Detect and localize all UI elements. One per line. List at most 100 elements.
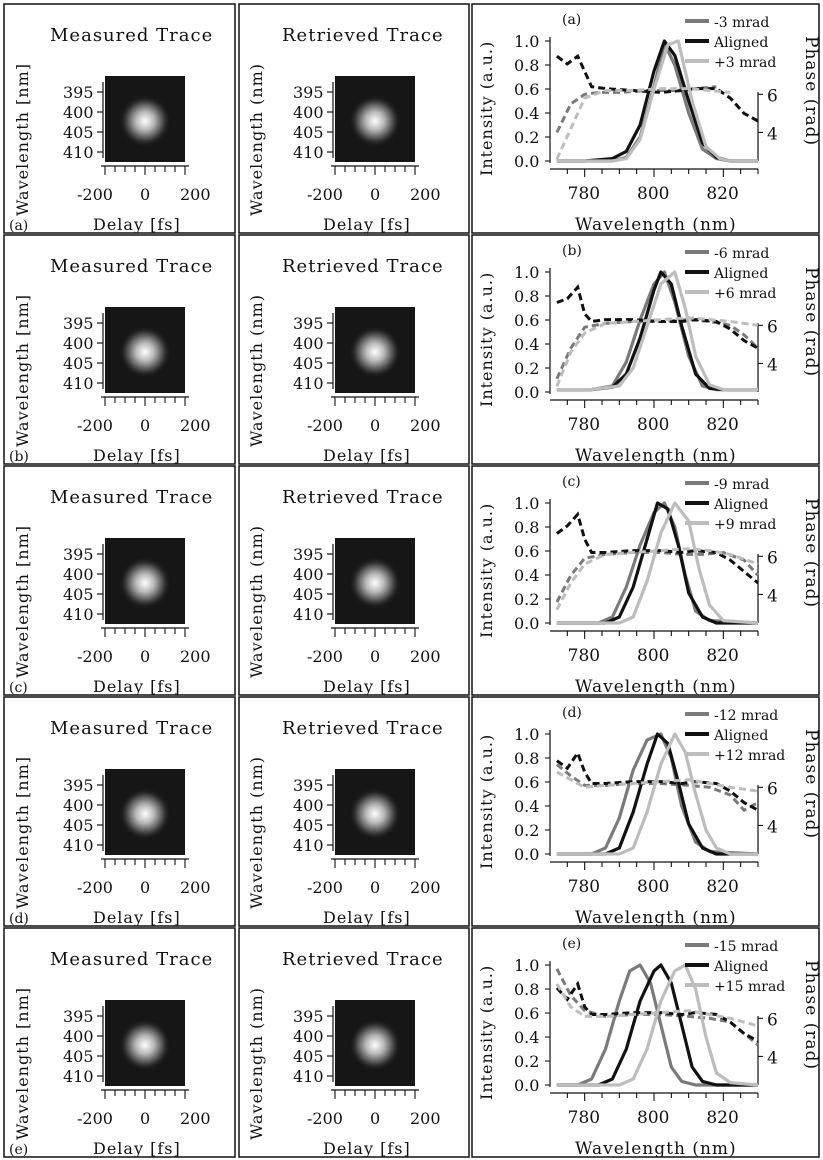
intensity-line-minus bbox=[556, 963, 758, 1087]
trace-x-label: Delay [fs] bbox=[323, 1139, 411, 1158]
intensity-line-aligned bbox=[556, 732, 758, 856]
panel-frame bbox=[238, 3, 470, 234]
trace-y-label: Wavelength [nm] bbox=[13, 525, 32, 678]
trace-y-tick-label: 400 bbox=[63, 334, 94, 353]
trace-y-tick-label: 410 bbox=[63, 143, 94, 162]
trace-y-tick-label: 400 bbox=[293, 103, 324, 122]
intensity-line-plus bbox=[556, 732, 758, 856]
measured-trace-title: Measured Trace bbox=[50, 487, 213, 508]
panel-frame bbox=[471, 465, 820, 696]
spectrum-y-tick-label: 0.8 bbox=[514, 749, 539, 768]
spectrum-y-tick-label: 1.0 bbox=[514, 494, 539, 513]
spectrum-y-tick-label: 1.0 bbox=[514, 32, 539, 51]
spectrum-y-tick-label: 0.8 bbox=[514, 980, 539, 999]
phase-line-plus bbox=[555, 87, 731, 160]
trace-x-tick-label: 0 bbox=[140, 647, 150, 666]
measured-trace-title: Measured Trace bbox=[50, 949, 213, 970]
trace-y-tick-label: 410 bbox=[63, 605, 94, 624]
trace-x-tick-label: 0 bbox=[140, 878, 150, 897]
spectrum-panel-label: (e) bbox=[562, 936, 581, 952]
panel-label: (a) bbox=[9, 218, 28, 234]
spectrum-x-tick-label: 800 bbox=[637, 646, 669, 666]
spectrum-y-tick-label: 0.4 bbox=[514, 104, 539, 123]
phase-line-aligned bbox=[556, 511, 759, 585]
spectrum-panel-label: (c) bbox=[562, 474, 581, 490]
legend-label: +6 mrad bbox=[714, 286, 776, 302]
spectrum-y-tick-label: 0.6 bbox=[514, 80, 539, 99]
legend-label: +9 mrad bbox=[714, 517, 776, 533]
trace-y-label: Wavelength (nm) bbox=[247, 756, 266, 909]
intensity-line-plus bbox=[556, 39, 758, 163]
trace-x-tick-label: 0 bbox=[370, 878, 380, 897]
panel-frame bbox=[3, 465, 236, 696]
spectrum-x-label: Wavelength (nm) bbox=[575, 215, 737, 235]
trace-x-tick-label: 200 bbox=[410, 416, 441, 435]
spectrum-phase-tick-label: 4 bbox=[767, 124, 778, 144]
trace-y-tick-label: 395 bbox=[293, 776, 324, 795]
panel-frame bbox=[238, 234, 470, 465]
trace-y-tick-label: 410 bbox=[63, 374, 94, 393]
trace-y-tick-label: 395 bbox=[63, 83, 94, 102]
legend-label: -3 mrad bbox=[714, 15, 769, 31]
trace-x-label: Delay [fs] bbox=[93, 908, 181, 927]
trace-y-tick-label: 405 bbox=[293, 1047, 324, 1066]
measured-trace-spot bbox=[119, 326, 171, 378]
phase-line-aligned bbox=[555, 980, 759, 1043]
panel-label: (d) bbox=[9, 911, 29, 927]
retrieved-trace-spot bbox=[349, 788, 401, 840]
spectrum-phase-tick-label: 6 bbox=[767, 779, 778, 799]
trace-y-tick-label: 400 bbox=[293, 796, 324, 815]
trace-x-tick-label: -200 bbox=[307, 878, 343, 897]
spectrum-x-tick-label: 800 bbox=[637, 415, 669, 435]
spectrum-phase-label: Phase (rad) bbox=[801, 729, 821, 839]
trace-y-tick-label: 405 bbox=[63, 354, 94, 373]
trace-y-label: Wavelength [nm] bbox=[13, 294, 32, 447]
trace-y-tick-label: 410 bbox=[293, 836, 324, 855]
spectrum-y-tick-label: 0.6 bbox=[514, 1004, 539, 1023]
trace-y-tick-label: 400 bbox=[293, 565, 324, 584]
spectrum-y-tick-label: 0.8 bbox=[514, 518, 539, 537]
trace-y-tick-label: 400 bbox=[63, 796, 94, 815]
spectrum-x-tick-label: 820 bbox=[706, 646, 738, 666]
trace-y-tick-label: 405 bbox=[63, 585, 94, 604]
spectrum-y-tick-label: 0.2 bbox=[514, 128, 539, 147]
panel-frame bbox=[3, 3, 236, 234]
spectrum-x-tick-label: 780 bbox=[568, 1108, 600, 1128]
legend-label: Aligned bbox=[713, 497, 768, 513]
trace-y-tick-label: 405 bbox=[293, 585, 324, 604]
phase-line-minus bbox=[555, 550, 760, 603]
retrieved-trace-spot bbox=[349, 557, 401, 609]
retrieved-trace-spot bbox=[349, 95, 401, 147]
spectrum-y-tick-label: 0.6 bbox=[514, 542, 539, 561]
spectrum-phase-label: Phase (rad) bbox=[801, 267, 821, 377]
panel-frame bbox=[471, 3, 820, 234]
trace-y-label: Wavelength (nm) bbox=[247, 525, 266, 678]
phase-line-minus bbox=[555, 85, 717, 134]
trace-x-tick-label: 0 bbox=[140, 416, 150, 435]
legend-label: +12 mrad bbox=[714, 748, 785, 764]
spectrum-panel-label: (b) bbox=[562, 243, 582, 259]
trace-y-tick-label: 405 bbox=[293, 123, 324, 142]
trace-y-tick-label: 395 bbox=[63, 776, 94, 795]
legend-label: -15 mrad bbox=[714, 939, 778, 955]
spectrum-y-tick-label: 0.4 bbox=[514, 797, 539, 816]
trace-x-tick-label: 200 bbox=[180, 416, 211, 435]
spectrum-y-tick-label: 0.2 bbox=[514, 359, 539, 378]
spectrum-y-tick-label: 0.6 bbox=[514, 773, 539, 792]
trace-x-label: Delay [fs] bbox=[93, 215, 181, 234]
phase-line-plus bbox=[555, 983, 759, 1028]
panel-frame bbox=[3, 234, 236, 465]
trace-y-tick-label: 410 bbox=[293, 605, 324, 624]
trace-y-label: Wavelength [nm] bbox=[13, 756, 32, 909]
legend-label: +15 mrad bbox=[714, 979, 785, 995]
trace-x-tick-label: 200 bbox=[410, 878, 441, 897]
panel-frame bbox=[238, 696, 470, 927]
trace-y-tick-label: 410 bbox=[63, 1067, 94, 1086]
trace-x-label: Delay [fs] bbox=[93, 446, 181, 465]
trace-x-tick-label: 200 bbox=[410, 647, 441, 666]
phase-line-plus bbox=[555, 316, 759, 387]
spectrum-y-label: Intensity (a.u.) bbox=[477, 503, 496, 638]
spectrum-y-tick-label: 0.0 bbox=[514, 614, 539, 633]
phase-line-aligned bbox=[556, 284, 759, 350]
